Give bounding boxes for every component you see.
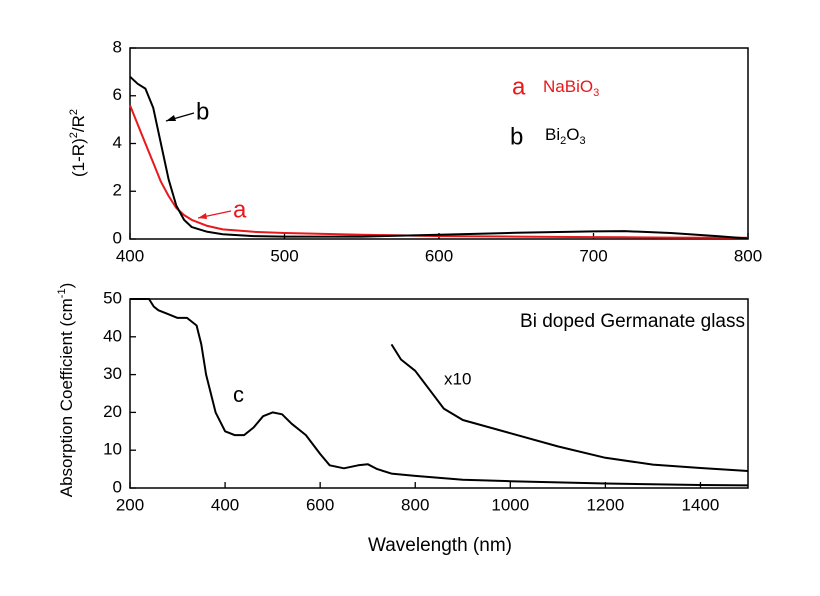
x-tick-label: 400 xyxy=(116,246,144,265)
x-tick-label: 500 xyxy=(270,246,298,265)
x-tick-label: 1400 xyxy=(682,495,720,514)
label-part: Bi xyxy=(545,125,560,144)
label-part: 3 xyxy=(593,87,599,99)
y-tick-label: 20 xyxy=(103,402,122,421)
arrowhead xyxy=(198,213,207,219)
y-tick-label: 30 xyxy=(103,364,122,383)
legend-label: NaBiO3 xyxy=(543,77,599,98)
x-tick-label: 800 xyxy=(734,246,762,265)
y-tick-label: 10 xyxy=(103,440,122,459)
y-tick-label: 8 xyxy=(113,37,122,56)
x-tick-label: 600 xyxy=(425,246,453,265)
y-tick-label: 4 xyxy=(113,133,122,152)
annotation: Bi doped Germanate glass xyxy=(520,311,745,332)
y-axis-label: (1-R)2/R2 xyxy=(68,109,89,177)
x-tick-label: 1000 xyxy=(491,495,529,514)
label-part: /R xyxy=(69,115,88,132)
label-part: ) xyxy=(57,283,76,289)
x-tick-label: 1200 xyxy=(586,495,624,514)
y-tick-label: 0 xyxy=(113,477,122,496)
x-tick-label: 800 xyxy=(401,495,429,514)
x-axis-label: Wavelength (nm) xyxy=(368,535,512,556)
label-part: Absorption Coefficient (cm xyxy=(57,298,76,497)
label-part: O xyxy=(566,125,579,144)
y-axis-label: Absorption Coefficient (cm-1) xyxy=(56,283,77,498)
bottom-frame xyxy=(129,298,749,489)
data-line xyxy=(130,298,749,487)
y-tick-label: 6 xyxy=(113,85,122,104)
label-part: 3 xyxy=(579,135,585,147)
label-part: -1 xyxy=(56,288,68,298)
label-part: NaBiO xyxy=(543,77,593,96)
y-tick-label: 50 xyxy=(103,288,122,307)
x-tick-label: 600 xyxy=(306,495,334,514)
legend-key: a xyxy=(512,73,526,100)
label-part: 2 xyxy=(560,135,566,147)
y-tick-label: 0 xyxy=(113,228,122,247)
data-line xyxy=(390,343,749,472)
x-tick-label: 200 xyxy=(116,495,144,514)
arrowhead xyxy=(166,115,176,121)
data-line xyxy=(129,75,749,240)
label-part: (1-R) xyxy=(69,138,88,177)
y-tick-label: 2 xyxy=(113,181,122,200)
curve-label: x10 xyxy=(444,369,471,388)
label-part: 2 xyxy=(68,132,80,138)
curve-label: b xyxy=(196,98,209,125)
label-part: 2 xyxy=(68,109,80,115)
curve-label: c xyxy=(233,382,244,407)
data-line xyxy=(129,104,748,239)
legend-key: b xyxy=(510,123,523,150)
curve-label: a xyxy=(233,196,247,223)
x-tick-label: 700 xyxy=(579,246,607,265)
y-tick-label: 40 xyxy=(103,326,122,345)
legend-label: Bi2O3 xyxy=(545,125,586,146)
x-tick-label: 400 xyxy=(211,495,239,514)
